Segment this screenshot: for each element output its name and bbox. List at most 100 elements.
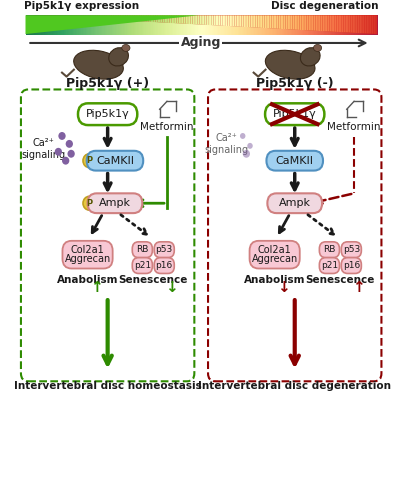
Text: CaMKII: CaMKII <box>276 156 314 166</box>
Polygon shape <box>189 16 191 24</box>
Ellipse shape <box>83 154 96 168</box>
Polygon shape <box>203 16 205 25</box>
Polygon shape <box>373 16 375 34</box>
Polygon shape <box>183 16 185 24</box>
Polygon shape <box>279 16 280 29</box>
Polygon shape <box>53 16 55 17</box>
FancyBboxPatch shape <box>132 258 152 274</box>
Polygon shape <box>270 16 271 28</box>
Polygon shape <box>250 16 252 28</box>
Polygon shape <box>104 16 107 20</box>
FancyBboxPatch shape <box>320 242 339 258</box>
FancyBboxPatch shape <box>154 242 174 258</box>
FancyBboxPatch shape <box>266 151 323 171</box>
Polygon shape <box>85 16 87 18</box>
Polygon shape <box>367 16 368 34</box>
Polygon shape <box>62 16 64 18</box>
Polygon shape <box>61 16 62 17</box>
Polygon shape <box>168 16 170 23</box>
Polygon shape <box>173 16 175 24</box>
Polygon shape <box>328 16 329 32</box>
Polygon shape <box>338 16 340 32</box>
Polygon shape <box>300 16 301 30</box>
Polygon shape <box>119 16 120 20</box>
Polygon shape <box>287 16 289 30</box>
Polygon shape <box>90 16 92 19</box>
Text: Pip5k1γ: Pip5k1γ <box>273 109 317 119</box>
Polygon shape <box>266 16 268 28</box>
Polygon shape <box>326 16 328 32</box>
Polygon shape <box>157 16 159 22</box>
Polygon shape <box>343 16 345 32</box>
Polygon shape <box>340 16 342 32</box>
Polygon shape <box>315 16 317 31</box>
Circle shape <box>68 150 75 158</box>
Text: RB: RB <box>323 245 336 254</box>
Polygon shape <box>26 16 199 34</box>
Text: p21: p21 <box>321 261 338 270</box>
Text: ↑: ↑ <box>352 280 365 295</box>
Polygon shape <box>237 16 238 26</box>
Polygon shape <box>191 16 192 24</box>
Polygon shape <box>159 16 161 22</box>
Polygon shape <box>126 16 128 20</box>
Polygon shape <box>120 16 122 20</box>
Polygon shape <box>337 16 338 32</box>
Polygon shape <box>205 16 207 25</box>
Text: ↓: ↓ <box>165 280 178 295</box>
Polygon shape <box>192 16 194 24</box>
Polygon shape <box>156 16 157 22</box>
Polygon shape <box>261 16 263 28</box>
FancyBboxPatch shape <box>154 258 174 274</box>
Polygon shape <box>217 16 219 26</box>
Text: CaMKII: CaMKII <box>96 156 134 166</box>
Text: Col2a1: Col2a1 <box>258 244 292 254</box>
Polygon shape <box>361 16 363 34</box>
Polygon shape <box>110 16 112 20</box>
Polygon shape <box>228 16 229 26</box>
Polygon shape <box>347 16 349 32</box>
Polygon shape <box>312 16 313 30</box>
FancyBboxPatch shape <box>265 104 324 125</box>
FancyBboxPatch shape <box>267 194 322 213</box>
Polygon shape <box>282 16 284 29</box>
Polygon shape <box>57 16 59 17</box>
Polygon shape <box>259 16 261 28</box>
Polygon shape <box>298 16 300 30</box>
Polygon shape <box>331 16 333 32</box>
Polygon shape <box>296 16 298 30</box>
Polygon shape <box>249 16 250 28</box>
Polygon shape <box>226 16 228 26</box>
Text: P: P <box>86 198 92 207</box>
Ellipse shape <box>83 196 96 210</box>
Polygon shape <box>166 16 168 23</box>
FancyBboxPatch shape <box>87 151 143 171</box>
Circle shape <box>55 148 62 156</box>
Polygon shape <box>177 16 178 24</box>
Polygon shape <box>359 16 361 33</box>
Polygon shape <box>175 16 177 24</box>
Text: Ca²⁺
signaling: Ca²⁺ signaling <box>22 138 66 160</box>
Polygon shape <box>138 16 140 22</box>
Polygon shape <box>208 16 210 25</box>
Polygon shape <box>234 16 237 26</box>
Polygon shape <box>210 16 212 25</box>
Polygon shape <box>294 16 296 30</box>
Polygon shape <box>375 16 377 34</box>
Polygon shape <box>212 16 213 26</box>
Polygon shape <box>73 16 75 18</box>
Polygon shape <box>213 16 215 26</box>
Text: Ampk: Ampk <box>99 198 131 208</box>
Polygon shape <box>313 16 315 31</box>
Polygon shape <box>238 16 240 26</box>
Polygon shape <box>82 16 83 18</box>
Polygon shape <box>329 16 331 32</box>
Polygon shape <box>180 16 182 24</box>
Polygon shape <box>322 16 324 31</box>
FancyBboxPatch shape <box>87 194 142 213</box>
FancyBboxPatch shape <box>341 242 361 258</box>
Polygon shape <box>307 16 308 30</box>
Polygon shape <box>356 16 358 33</box>
Polygon shape <box>342 16 343 32</box>
Polygon shape <box>303 16 305 30</box>
